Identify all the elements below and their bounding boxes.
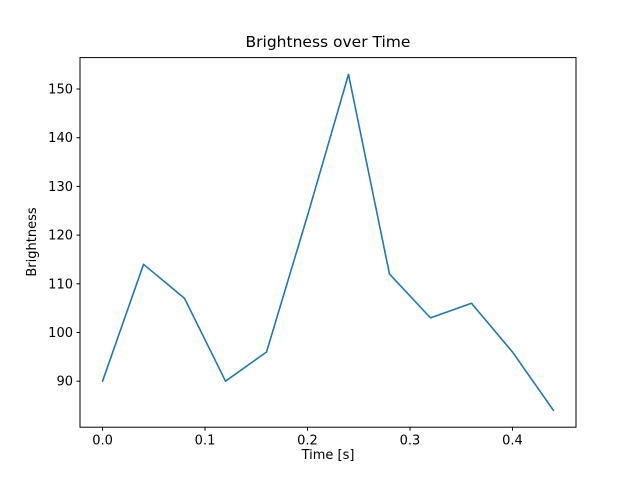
x-tick-label: 0.0	[92, 434, 113, 449]
y-tick-label: 140	[48, 131, 73, 146]
x-tick-label: 0.3	[400, 434, 421, 449]
data-line	[101, 73, 555, 412]
y-tick-label: 110	[48, 277, 73, 292]
y-axis-label: Brightness	[25, 207, 40, 276]
y-tick-label: 150	[48, 83, 73, 98]
y-tick-label: 90	[56, 375, 73, 390]
x-tick-label: 0.2	[297, 434, 318, 449]
y-tick-label: 120	[48, 229, 73, 244]
plot-border	[79, 57, 577, 428]
x-tick-label: 0.4	[502, 434, 523, 449]
y-tick-label: 100	[48, 326, 73, 341]
chart-title: Brightness over Time	[246, 33, 411, 51]
plot-area: 0.0 0.1 0.2 0.3 0.4 90 100 110 120 130 140 150	[48, 57, 577, 449]
x-tick-label: 0.1	[195, 434, 216, 449]
x-axis-label: Time [s]	[301, 448, 355, 463]
y-tick-label: 130	[48, 180, 73, 195]
